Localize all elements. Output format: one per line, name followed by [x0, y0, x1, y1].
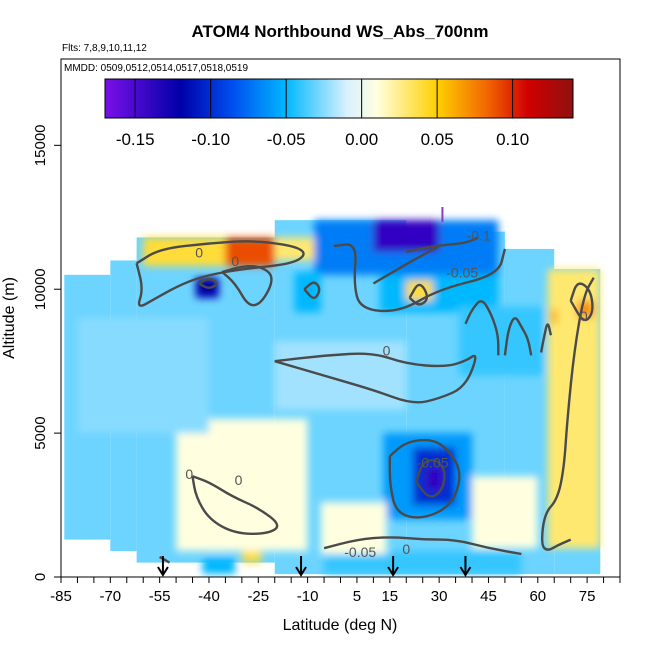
contour-label: 0 — [231, 253, 239, 269]
heatmap-cell — [176, 418, 308, 552]
contour-label: 0 — [383, 342, 391, 358]
heatmap-cell — [425, 467, 443, 491]
contour-line — [372, 245, 440, 285]
heatmap-cell — [274, 237, 315, 261]
contour-line — [408, 283, 429, 306]
contour-lines — [135, 236, 595, 564]
x-tick-label: -55 — [149, 588, 171, 605]
contour-label: 0 — [195, 245, 203, 261]
contour-line — [388, 438, 461, 519]
colorbar-tick-label: 0.00 — [345, 130, 378, 149]
heatmap-cell — [77, 318, 209, 434]
x-tick-label: 75 — [579, 588, 596, 605]
contour-line — [221, 265, 273, 307]
contour-line — [191, 475, 279, 535]
contour-line — [274, 352, 477, 404]
x-tick-label: -10 — [297, 588, 319, 605]
y-tick-label: 0 — [32, 573, 49, 581]
contour-label: 0 — [402, 541, 410, 557]
heatmap-cell — [274, 341, 407, 411]
colorbar-tick-label: -0.15 — [116, 130, 155, 149]
dates-note: MMDD: 0509,0512,0514,0517,0518,0519 — [64, 63, 248, 74]
colorbar-tick-label: -0.05 — [267, 130, 306, 149]
heatmap-cell — [472, 476, 538, 549]
contour-line — [539, 323, 553, 353]
contour-line — [540, 277, 595, 551]
contour-line — [135, 240, 305, 307]
colorbar-ticks: -0.15 -0.10 -0.05 0.00 0.05 0.10 — [116, 79, 529, 149]
heatmap-cell — [379, 274, 499, 313]
contour-label: 0 — [185, 466, 193, 482]
contour-line — [503, 317, 533, 356]
heatmap-cell — [241, 551, 262, 563]
colorbar-tick-label: -0.10 — [191, 130, 230, 149]
chart-title: ATOM4 Northbound WS_Abs_700nm — [192, 22, 489, 41]
heatmap-cell — [202, 556, 236, 575]
x-axis-label: Latitude (deg N) — [283, 617, 398, 634]
contour-label: -0.1 — [467, 227, 491, 243]
colorbar-tick-label: 0.05 — [421, 130, 454, 149]
x-tick-label: -40 — [198, 588, 220, 605]
flight-arrow — [387, 556, 399, 577]
contour-line — [333, 243, 507, 313]
heatmap-cell — [550, 309, 558, 324]
heatmap-cell — [324, 551, 522, 575]
contour-line — [414, 459, 446, 498]
contour-line — [198, 277, 218, 289]
colorbar-gradient — [104, 78, 574, 119]
colorbar: -0.15 -0.10 -0.05 0.00 0.05 0.10 — [104, 78, 574, 149]
flights-note: Flts: 7,8,9,10,11,12 — [62, 43, 147, 54]
x-tick-label: 5 — [353, 588, 361, 605]
contour-line — [406, 236, 480, 253]
contour-label: -0.05 — [344, 544, 376, 560]
x-tick-label: 30 — [431, 588, 448, 605]
heatmap-cell — [458, 306, 545, 376]
contour-line — [159, 555, 171, 564]
x-tick-label: 60 — [529, 588, 546, 605]
y-tick-label: 10000 — [32, 268, 49, 310]
contour-label: -0.05 — [417, 455, 449, 471]
x-tick-label: -85 — [50, 588, 72, 605]
contour-label: -0.05 — [446, 265, 478, 281]
flight-arrows — [157, 556, 472, 577]
flight-arrow — [459, 556, 472, 577]
x-tick-label: -25 — [247, 588, 269, 605]
contour-line — [323, 536, 522, 556]
y-axis: 0 5000 10000 15000 — [32, 124, 61, 581]
contour-line — [464, 300, 500, 356]
heatmap-field — [64, 220, 601, 575]
x-tick-label: -70 — [99, 588, 121, 605]
flight-arrow — [295, 556, 307, 577]
y-tick-label: 15000 — [32, 124, 49, 166]
flight-arrow — [157, 556, 169, 577]
contour-labels: 0 0 0 0 0 0 0 -0.05 -0.1 -0.05 -0.05 — [185, 227, 588, 560]
y-axis-label: Altitude (m) — [1, 277, 18, 359]
x-axis: -85 -70 -55 -40 -25 -10 5 15 30 45 60 75 — [50, 577, 621, 605]
x-tick-label: 45 — [480, 588, 497, 605]
contour-line — [569, 282, 594, 322]
x-tick-label: 15 — [381, 588, 398, 605]
contour-label: 0 — [580, 308, 588, 324]
y-tick-label: 5000 — [32, 416, 49, 449]
contour-line — [303, 281, 321, 300]
contour-label: 0 — [235, 472, 243, 488]
colorbar-tick-label: 0.10 — [496, 130, 529, 149]
